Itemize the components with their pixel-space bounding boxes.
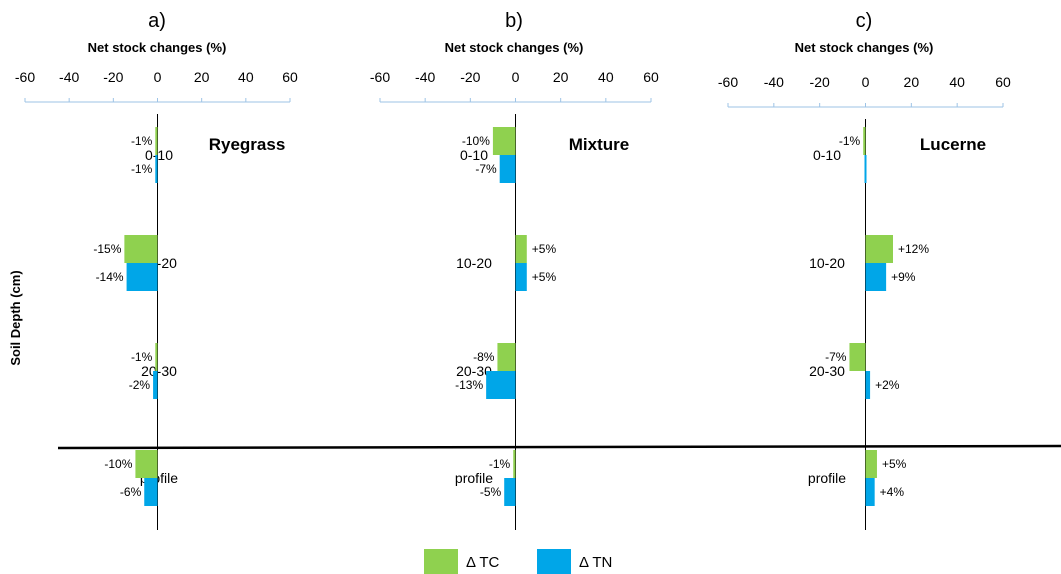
- category-label: 0-10: [813, 147, 841, 163]
- category-label: 20-30: [809, 363, 845, 379]
- bar-tc: [124, 235, 158, 263]
- category-label: 0-10: [460, 147, 488, 163]
- data-label-tc: +12%: [898, 242, 929, 256]
- data-label-tc: +5%: [882, 457, 907, 471]
- bar-tn: [486, 371, 516, 399]
- data-label-tn: +4%: [880, 485, 905, 499]
- category-label: 10-20: [809, 255, 845, 271]
- x-axis-title: Net stock changes (%): [795, 40, 934, 55]
- x-axis-title: Net stock changes (%): [88, 40, 227, 55]
- chart-panel: c) Net stock changes (%) -60 -40 -20 0 20 40 60 L…: [718, 10, 1011, 530]
- data-label-tc: +5%: [532, 242, 557, 256]
- bar-tc: [155, 343, 158, 371]
- legend-label-tc: Δ TC: [466, 554, 500, 571]
- x-tick-label: -40: [415, 69, 435, 85]
- data-label-tc: -10%: [462, 134, 490, 148]
- x-tick-label: -40: [59, 69, 79, 85]
- data-label-tn: +9%: [891, 270, 916, 284]
- plant-name: Ryegrass: [209, 135, 286, 154]
- legend-swatch-tc: [424, 549, 458, 574]
- bar-tn: [865, 371, 871, 399]
- x-tick-label: -20: [460, 69, 480, 85]
- bar-tn: [515, 263, 527, 291]
- category-label: profile: [455, 470, 493, 486]
- x-tick-label: 40: [949, 74, 965, 90]
- bar-tn: [144, 478, 158, 506]
- bar-tn: [865, 263, 887, 291]
- x-tick-label: 20: [904, 74, 920, 90]
- data-label-tc: -1%: [131, 134, 153, 148]
- bar-tc: [155, 127, 158, 155]
- bar-tn: [153, 371, 158, 399]
- bar-tc: [865, 450, 877, 478]
- data-label-tn: -6%: [120, 485, 142, 499]
- plant-name: Mixture: [569, 135, 629, 154]
- data-label-tc: -1%: [489, 457, 511, 471]
- category-label: 0-10: [145, 147, 173, 163]
- panel-label: a): [148, 10, 166, 32]
- bar-tc: [515, 235, 527, 263]
- data-label-tc: -1%: [131, 350, 153, 364]
- panels: a) Net stock changes (%) -60 -40 -20 0 20 40 60 R…: [15, 10, 1011, 530]
- x-tick-label: 60: [995, 74, 1011, 90]
- data-label-tn: -13%: [455, 378, 483, 392]
- bar-tc: [863, 127, 866, 155]
- x-tick-label: -60: [718, 74, 738, 90]
- bar-tc: [135, 450, 158, 478]
- panel-label: b): [505, 10, 523, 32]
- panel-label: c): [856, 10, 873, 32]
- x-tick-label: -60: [15, 69, 35, 85]
- bar-tc: [865, 235, 893, 263]
- category-label: 20-30: [456, 363, 492, 379]
- profile-divider-line: [57, 444, 1061, 450]
- bar-tn: [865, 478, 875, 506]
- x-tick-label: 20: [194, 69, 210, 85]
- bar-tn: [504, 478, 516, 506]
- x-tick-label: 40: [238, 69, 254, 85]
- data-label-tn: -14%: [96, 270, 124, 284]
- legend-swatch-tn: [537, 549, 571, 574]
- data-label-tc: -1%: [839, 134, 861, 148]
- chart-panel: b) Net stock changes (%) -60 -40 -20 0 20 40 60 M…: [370, 10, 659, 530]
- data-label-tn: -7%: [475, 162, 497, 176]
- bar-tn: [126, 263, 158, 291]
- data-label-tn: -5%: [480, 485, 502, 499]
- bar-tn: [499, 155, 516, 183]
- bar-tn: [155, 155, 158, 183]
- x-tick-label: 40: [598, 69, 614, 85]
- x-tick-label: 0: [862, 74, 870, 90]
- x-tick-label: -20: [103, 69, 123, 85]
- data-label-tn: +2%: [875, 378, 900, 392]
- category-label: profile: [808, 470, 846, 486]
- category-label: 20-30: [141, 363, 177, 379]
- bar-tc: [497, 343, 516, 371]
- data-label-tc: -10%: [104, 457, 132, 471]
- bar-tn: [864, 155, 867, 183]
- data-label-tn: +5%: [532, 270, 557, 284]
- category-label: 10-20: [456, 255, 492, 271]
- legend: Δ TC Δ TN: [424, 549, 612, 574]
- data-label-tc: -15%: [93, 242, 121, 256]
- x-tick-label: 0: [154, 69, 162, 85]
- data-label-tc: -8%: [473, 350, 495, 364]
- data-label-tc: -7%: [825, 350, 847, 364]
- x-tick-label: -40: [764, 74, 784, 90]
- x-tick-label: 60: [282, 69, 298, 85]
- data-label-tn: -2%: [129, 378, 151, 392]
- data-label-tn: -1%: [131, 162, 153, 176]
- bar-tc: [849, 343, 866, 371]
- x-tick-label: -20: [810, 74, 830, 90]
- x-tick-label: -60: [370, 69, 390, 85]
- legend-label-tn: Δ TN: [579, 554, 612, 571]
- x-axis-title: Net stock changes (%): [445, 40, 584, 55]
- chart-panel: a) Net stock changes (%) -60 -40 -20 0 20 40 60 R…: [15, 10, 298, 530]
- plant-name: Lucerne: [920, 135, 986, 154]
- y-axis-label: Soil Depth (cm): [8, 270, 23, 365]
- x-tick-label: 0: [512, 69, 520, 85]
- x-tick-label: 20: [553, 69, 569, 85]
- x-tick-label: 60: [643, 69, 659, 85]
- bar-tc: [513, 450, 516, 478]
- bar-tc: [492, 127, 516, 155]
